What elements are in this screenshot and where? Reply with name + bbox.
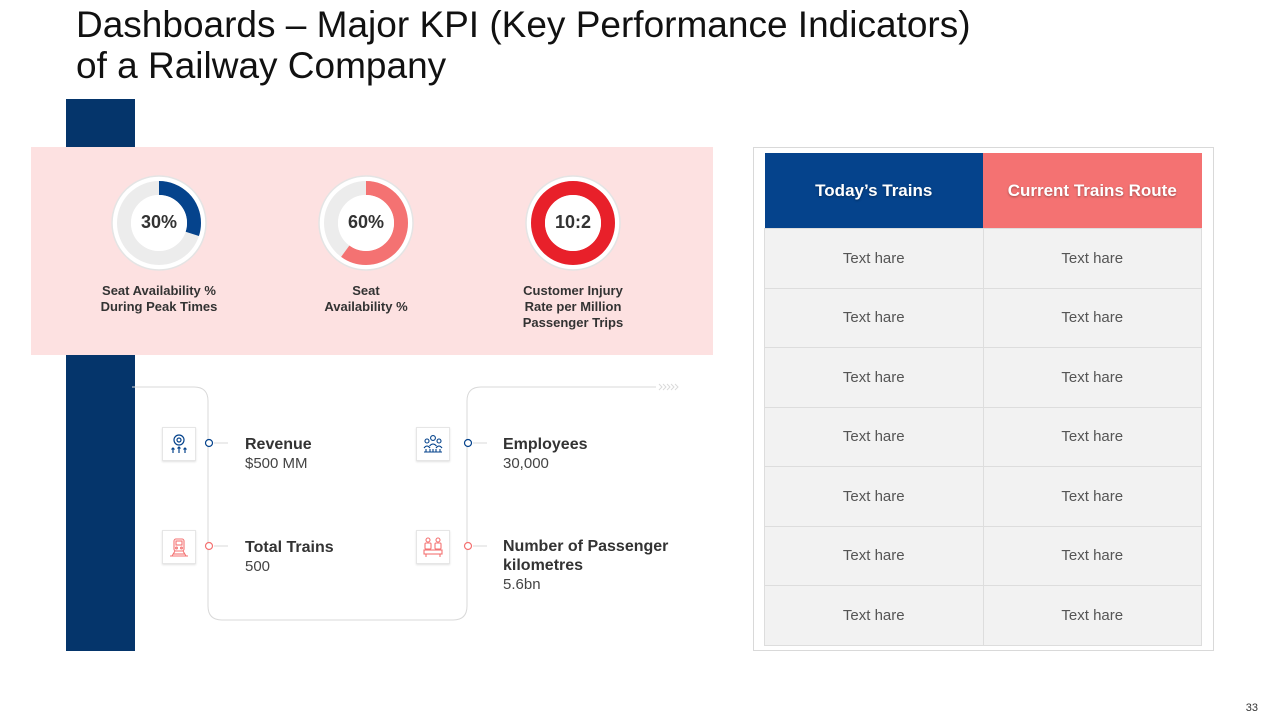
kpi-revenue-value: $500 MM bbox=[245, 455, 308, 472]
table-row: Text hare Text hare bbox=[764, 287, 1202, 348]
table-row: Text hare Text hare bbox=[764, 585, 1202, 646]
gauge-value: 10:2 bbox=[554, 211, 592, 232]
revenue-icon bbox=[162, 427, 196, 461]
gauge-seat-availability-peak: 30% bbox=[109, 175, 209, 275]
page-number: 33 bbox=[1245, 702, 1258, 714]
kpi-label-line: Number of Passenger bbox=[503, 538, 669, 555]
table-cell: Text hare bbox=[982, 525, 1202, 586]
kpi-label-line: kilometres bbox=[503, 557, 584, 574]
train-icon bbox=[162, 530, 196, 564]
kpi-total-trains-label: Total Trains bbox=[245, 539, 334, 556]
table-cell: Text hare bbox=[764, 406, 984, 467]
kpi-connector-lines bbox=[132, 383, 679, 621]
kpi-total-trains-value: 500 bbox=[245, 558, 271, 575]
table-row: Text hare Text hare bbox=[764, 228, 1202, 289]
gauge-value: 60% bbox=[347, 211, 385, 232]
kpi-employees-label: Employees bbox=[503, 436, 588, 453]
gauge-caption-line: Availability % bbox=[324, 299, 408, 314]
table-row: Text hare Text hare bbox=[764, 347, 1202, 408]
table-cell: Text hare bbox=[764, 466, 984, 527]
gauge-caption: Seat Availability % During Peak Times bbox=[64, 283, 254, 315]
title-line-2: of a Railway Company bbox=[76, 45, 447, 86]
gauge-caption: Seat Availability % bbox=[271, 283, 461, 315]
gauge-injury-rate: 10:2 bbox=[523, 175, 623, 275]
employees-icon bbox=[416, 427, 450, 461]
kpi-passenger-km-label: Number of Passenger kilometres bbox=[503, 537, 668, 575]
table-cell: Text hare bbox=[982, 287, 1202, 348]
table-cell: Text hare bbox=[764, 525, 984, 586]
gauge-seat-availability: 60% bbox=[316, 175, 416, 275]
gauge-caption-line: Customer Injury bbox=[523, 283, 623, 298]
table-cell: Text hare bbox=[764, 287, 984, 348]
table-cell: Text hare bbox=[764, 347, 984, 408]
table-header-row: Today’s Trains Current Trains Route bbox=[764, 153, 1202, 229]
table-row: Text hare Text hare bbox=[764, 406, 1202, 467]
gauge-caption: Customer Injury Rate per Million Passeng… bbox=[478, 283, 668, 331]
gauge-caption-line: Passenger Trips bbox=[522, 315, 624, 330]
gauge-caption-line: Rate per Million bbox=[524, 299, 622, 314]
table-cell: Text hare bbox=[982, 406, 1202, 467]
table-cell: Text hare bbox=[982, 347, 1202, 408]
page-title: Dashboards – Major KPI (Key Performance … bbox=[76, 4, 1176, 86]
gauge-caption-line: Seat bbox=[352, 283, 380, 298]
passengers-icon bbox=[416, 530, 450, 564]
table-cell: Text hare bbox=[982, 585, 1202, 646]
gauge-caption-line: Seat Availability % bbox=[102, 283, 216, 298]
gauge-value: 30% bbox=[140, 211, 178, 232]
kpi-revenue-label: Revenue bbox=[245, 436, 312, 453]
kpi-employees-value: 30,000 bbox=[503, 455, 549, 472]
header-current-trains-route: Current Trains Route bbox=[983, 153, 1202, 229]
table-cell: Text hare bbox=[764, 585, 984, 646]
title-line-1: Dashboards – Major KPI (Key Performance … bbox=[76, 4, 971, 45]
table-cell: Text hare bbox=[982, 466, 1202, 527]
gauge-caption-line: During Peak Times bbox=[100, 299, 218, 314]
table-cell: Text hare bbox=[764, 228, 984, 289]
header-todays-trains: Today’s Trains bbox=[764, 153, 983, 229]
table-row: Text hare Text hare bbox=[764, 466, 1202, 527]
trains-table: Today’s Trains Current Trains Route Text… bbox=[764, 153, 1202, 646]
table-row: Text hare Text hare bbox=[764, 525, 1202, 586]
kpi-passenger-km-value: 5.6bn bbox=[503, 576, 541, 593]
table-cell: Text hare bbox=[982, 228, 1202, 289]
